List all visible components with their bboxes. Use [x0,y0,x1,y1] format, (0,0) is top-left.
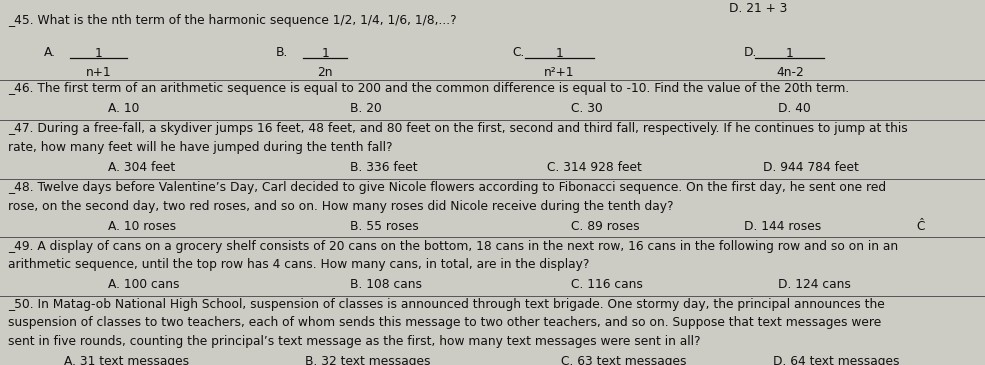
Text: C. 116 cans: C. 116 cans [571,278,643,291]
Text: _47. During a free-fall, a skydiver jumps 16 feet, 48 feet, and 80 feet on the f: _47. During a free-fall, a skydiver jump… [8,122,907,135]
Text: D. 944 784 feet: D. 944 784 feet [763,161,859,174]
Text: A. 10 roses: A. 10 roses [108,220,176,233]
Text: B. 55 roses: B. 55 roses [350,220,419,233]
Text: B. 336 feet: B. 336 feet [350,161,418,174]
Text: suspension of classes to two teachers, each of whom sends this message to two ot: suspension of classes to two teachers, e… [8,316,882,330]
Text: 1: 1 [556,47,563,61]
Text: _50. In Matag-ob National High School, suspension of classes is announced throug: _50. In Matag-ob National High School, s… [8,298,885,311]
Text: Ĉ: Ĉ [916,220,925,233]
Text: D. 144 roses: D. 144 roses [744,220,821,233]
Text: B. 108 cans: B. 108 cans [350,278,422,291]
Text: C. 314 928 feet: C. 314 928 feet [547,161,641,174]
Text: sent in five rounds, counting the principal’s text message as the first, how man: sent in five rounds, counting the princi… [8,335,700,348]
Text: B.: B. [276,46,289,59]
Text: 1: 1 [95,47,102,61]
Text: A.: A. [44,46,56,59]
Text: A. 100 cans: A. 100 cans [108,278,180,291]
Text: _45. What is the nth term of the harmonic sequence 1/2, 1/4, 1/6, 1/8,...?: _45. What is the nth term of the harmoni… [8,14,456,27]
Text: _49. A display of cans on a grocery shelf consists of 20 cans on the bottom, 18 : _49. A display of cans on a grocery shel… [8,240,898,253]
Text: D. 124 cans: D. 124 cans [778,278,851,291]
Text: 4n-2: 4n-2 [776,66,804,79]
Text: _48. Twelve days before Valentine’s Day, Carl decided to give Nicole flowers acc: _48. Twelve days before Valentine’s Day,… [8,181,886,195]
Text: 1: 1 [786,47,794,61]
Text: D. 40: D. 40 [778,102,811,115]
Text: B. 32 text messages: B. 32 text messages [305,355,430,365]
Text: n²+1: n²+1 [545,66,574,79]
Text: 2n: 2n [317,66,333,79]
Text: rate, how many feet will he have jumped during the tenth fall?: rate, how many feet will he have jumped … [8,141,392,154]
Text: _46. The first term of an arithmetic sequence is equal to 200 and the common dif: _46. The first term of an arithmetic seq… [8,82,849,95]
Text: D. 64 text messages: D. 64 text messages [773,355,899,365]
Text: C.: C. [512,46,525,59]
Text: arithmetic sequence, until the top row has 4 cans. How many cans, in total, are : arithmetic sequence, until the top row h… [8,258,589,271]
Text: D.: D. [744,46,757,59]
Text: 1: 1 [321,47,329,61]
Text: D. 21 + 3: D. 21 + 3 [729,2,787,15]
Text: C. 89 roses: C. 89 roses [571,220,640,233]
Text: B. 20: B. 20 [350,102,381,115]
Text: A. 31 text messages: A. 31 text messages [64,355,189,365]
Text: A. 10: A. 10 [108,102,140,115]
Text: A. 304 feet: A. 304 feet [108,161,175,174]
Text: C. 30: C. 30 [571,102,603,115]
Text: rose, on the second day, two red roses, and so on. How many roses did Nicole rec: rose, on the second day, two red roses, … [8,200,674,213]
Text: n+1: n+1 [86,66,111,79]
Text: C. 63 text messages: C. 63 text messages [561,355,687,365]
